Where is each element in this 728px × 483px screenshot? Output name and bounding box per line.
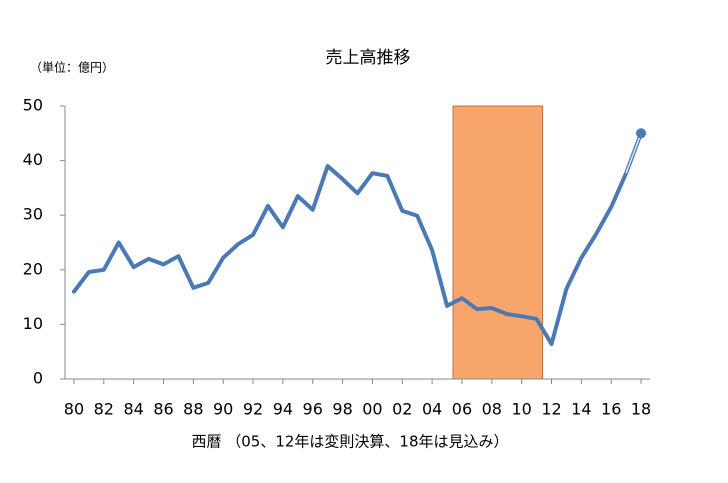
shaded-period	[452, 105, 544, 380]
x-tick-label: 88	[183, 400, 203, 419]
x-tick-label: 86	[153, 400, 173, 419]
x-tick-label: 16	[601, 400, 621, 419]
x-tick-label: 84	[123, 400, 143, 419]
x-tick-label: 98	[332, 400, 352, 419]
x-tick-label: 94	[273, 400, 293, 419]
estimate-segment	[625, 133, 642, 174]
y-tick-label: 40	[23, 150, 43, 169]
y-tick-label: 50	[23, 96, 43, 115]
x-tick-label: 10	[511, 400, 531, 419]
x-tick-label: 90	[213, 400, 233, 419]
y-tick-label: 20	[23, 259, 43, 278]
x-tick-label: 06	[452, 400, 472, 419]
x-tick-label: 14	[571, 400, 591, 419]
data-line	[71, 131, 644, 347]
x-tick-label: 02	[392, 400, 412, 419]
y-axis-label: （単位：億円）	[30, 60, 114, 75]
x-tick-label: 18	[631, 400, 651, 419]
x-tick-label: 08	[482, 400, 502, 419]
estimate-point	[636, 128, 647, 139]
x-tick-label: 96	[303, 400, 323, 419]
x-tick-label: 12	[541, 400, 561, 419]
chart-title: 売上高推移	[326, 48, 411, 68]
x-tick-label: 00	[362, 400, 382, 419]
y-tick-label: 30	[23, 205, 43, 224]
x-axis-label: 西暦 （05、12年は変則決算、18年は見込み）	[191, 433, 508, 451]
x-tick-label: 04	[422, 400, 442, 419]
x-tick-label: 82	[94, 400, 114, 419]
x-tick-label: 92	[243, 400, 263, 419]
y-tick-label: 10	[23, 314, 43, 333]
x-tick-label: 80	[64, 400, 84, 419]
y-tick-label: 0	[33, 369, 43, 388]
